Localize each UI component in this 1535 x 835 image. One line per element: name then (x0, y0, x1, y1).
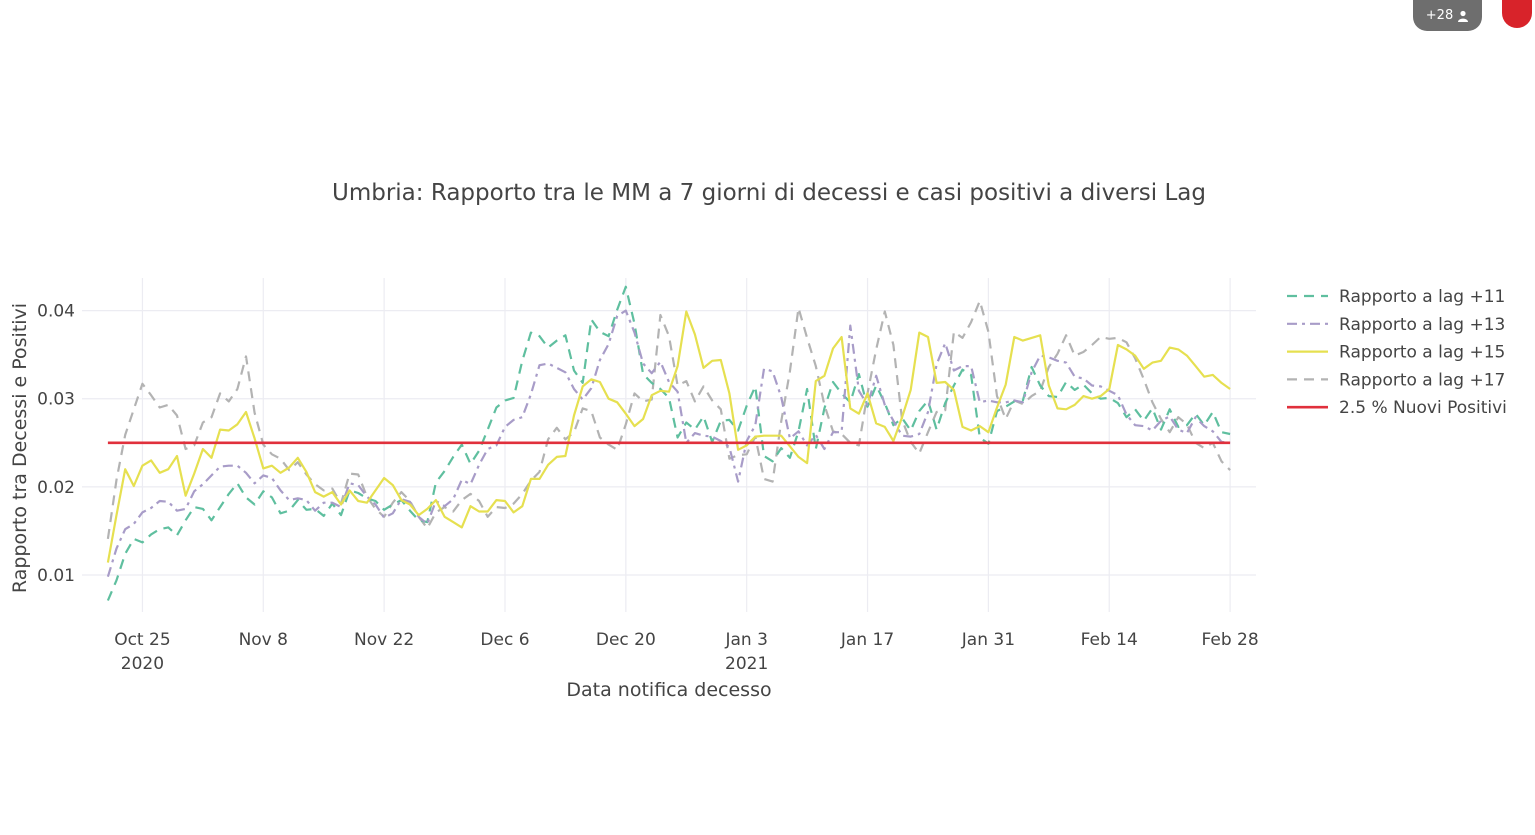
legend-item[interactable]: 2.5 % Nuovi Positivi (1287, 398, 1507, 418)
x-tick-label: Nov 22 (354, 630, 414, 650)
legend-item[interactable]: Rapporto a lag +15 (1287, 343, 1505, 363)
chart-title: Umbria: Rapporto tra le MM a 7 giorni di… (332, 180, 1206, 206)
series-line-3[interactable] (106, 310, 1231, 563)
axes: 0.01 0.02 0.03 0.04 Oct 25 2020 Nov 8 Nov 22 Dec… (37, 302, 1259, 674)
x-tick-label: Feb 14 (1081, 630, 1138, 650)
participants-badge[interactable]: +28 (1413, 0, 1482, 31)
x-tick-label: Jan 3 (724, 630, 767, 650)
x-tick-label: Jan 17 (840, 630, 894, 650)
record-dot-icon[interactable] (1502, 0, 1532, 28)
legend[interactable]: Rapporto a lag +11 Rapporto a lag +13 Rapp… (1287, 287, 1507, 418)
legend-label: Rapporto a lag +13 (1339, 315, 1505, 335)
legend-item[interactable]: Rapporto a lag +11 (1287, 287, 1505, 307)
legend-label: Rapporto a lag +17 (1339, 370, 1505, 390)
participants-count: +28 (1425, 8, 1454, 23)
y-axis-title: Rapporto tra Decessi e Positivi (9, 303, 31, 593)
x-tick-label: Oct 25 (114, 630, 170, 650)
y-tick-label: 0.04 (37, 302, 75, 322)
series-line-4[interactable] (106, 299, 1231, 540)
series-layer (106, 285, 1231, 601)
legend-label: Rapporto a lag +11 (1339, 287, 1505, 307)
legend-item[interactable]: Rapporto a lag +13 (1287, 315, 1505, 335)
x-tick-year-label: 2020 (121, 654, 164, 674)
x-tick-label: Dec 20 (596, 630, 656, 650)
person-icon (1458, 10, 1469, 22)
x-axis-title: Data notifica decesso (566, 679, 771, 701)
x-tick-label: Nov 8 (239, 630, 288, 650)
x-tick-label: Jan 31 (961, 630, 1015, 650)
x-tick-label: Feb 28 (1202, 630, 1259, 650)
y-tick-label: 0.01 (37, 566, 75, 586)
series-line-1[interactable] (106, 285, 1231, 601)
grid (82, 278, 1256, 612)
x-tick-year-label: 2021 (725, 654, 768, 674)
legend-item[interactable]: Rapporto a lag +17 (1287, 370, 1505, 390)
y-tick-label: 0.03 (37, 390, 75, 410)
y-tick-label: 0.02 (37, 478, 75, 498)
legend-label: 2.5 % Nuovi Positivi (1339, 398, 1507, 418)
x-tick-label: Dec 6 (480, 630, 529, 650)
legend-label: Rapporto a lag +15 (1339, 343, 1505, 363)
